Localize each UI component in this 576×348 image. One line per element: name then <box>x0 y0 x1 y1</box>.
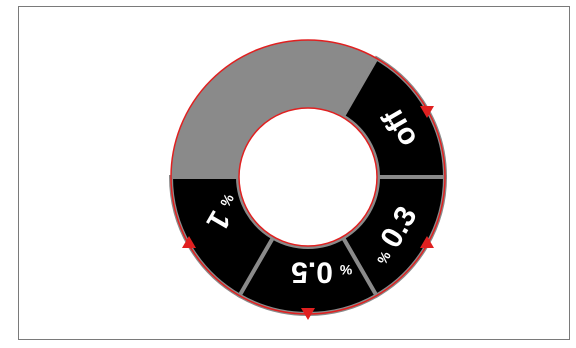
marker-0-3-icon <box>420 236 434 248</box>
marker-1-icon <box>182 236 196 248</box>
marker-off-icon <box>420 106 434 118</box>
dial-center-hole <box>238 107 378 247</box>
marker-0-5-icon <box>301 308 315 320</box>
label-0-5: 0.5 <box>291 256 333 289</box>
label-0-5-unit: % <box>339 262 352 278</box>
